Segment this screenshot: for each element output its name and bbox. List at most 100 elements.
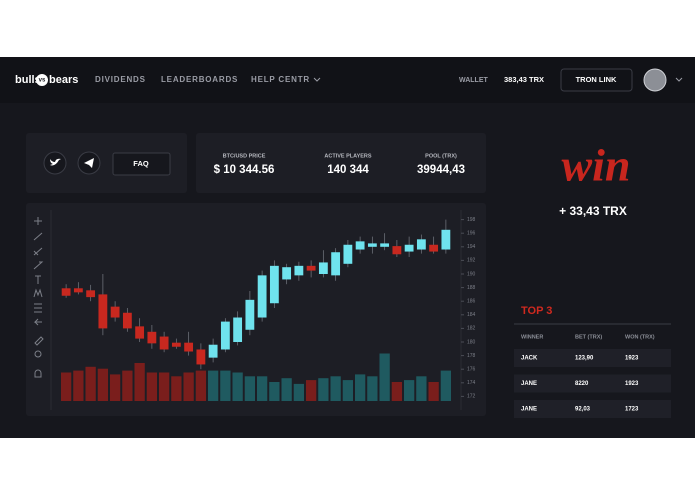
y-tick-label: 172 (467, 394, 476, 400)
y-tick-label: 184 (467, 312, 476, 318)
y-tick-label: 192 (467, 258, 476, 264)
chart-panel (26, 203, 486, 416)
tool-icon[interactable] (33, 288, 43, 298)
toolbar (33, 217, 44, 378)
candle-body (220, 321, 230, 350)
stat-value: 140 344 (327, 164, 369, 176)
volume-bar (367, 376, 378, 401)
nav-link[interactable]: LEADERBOARDS (161, 75, 238, 84)
volume-bar (440, 370, 452, 401)
candle-body (404, 244, 414, 252)
candle-body (233, 317, 243, 342)
faq-button[interactable] (112, 152, 171, 176)
table-row (514, 374, 671, 393)
tool-icon[interactable] (35, 275, 41, 284)
y-tick-label: 196 (467, 231, 476, 237)
table-cell: 1923 (625, 356, 639, 362)
tool-icon[interactable] (34, 350, 42, 358)
candle-body (343, 244, 353, 264)
avatar[interactable] (643, 68, 667, 92)
wallet-value: 383,43 TRX (504, 75, 544, 84)
candle-body (392, 246, 402, 255)
volume-bar (158, 372, 170, 401)
stat-label: BTC/USD PRICE (223, 153, 266, 159)
volume-bar (281, 378, 292, 401)
tron-link-button[interactable] (560, 68, 633, 92)
y-tick-label: 176 (467, 367, 476, 373)
volume-bar (220, 370, 231, 401)
candle-body (257, 275, 267, 318)
chevron (313, 77, 321, 82)
y-tick-label: 180 (467, 339, 476, 345)
logo-part[interactable]: bulls (15, 74, 41, 86)
candle-body (208, 344, 218, 358)
volume-bar (207, 370, 219, 401)
table-cell: JANE (521, 381, 537, 387)
candle-body (441, 229, 451, 250)
candle-body (184, 342, 194, 352)
table-cell: 1723 (625, 407, 639, 413)
volume-bar (122, 370, 133, 401)
volume-bar (354, 374, 366, 401)
volume-bar (134, 363, 145, 401)
candle-body (86, 290, 96, 298)
tool-icon[interactable] (33, 247, 43, 256)
table-cell: 1923 (625, 381, 639, 387)
stat-value: 39944,43 (417, 164, 465, 176)
nav-link[interactable]: DIVIDENDS (95, 75, 146, 84)
candle-body (159, 336, 169, 350)
win-amount: + 33,43 TRX (559, 204, 627, 218)
tool-icon[interactable] (33, 232, 43, 241)
table-cell: JANE (521, 407, 537, 413)
tool-icon[interactable] (34, 217, 42, 225)
top3-title: TOP 3 (521, 305, 552, 317)
wallet-label: WALLET (459, 77, 488, 84)
logo-circle (36, 74, 48, 86)
table-header: WINNER (521, 334, 543, 340)
win-title: win (561, 140, 630, 191)
volume-bar (428, 382, 439, 401)
y-tick-label: 178 (467, 353, 476, 359)
candle-body (147, 331, 157, 344)
candle-body (282, 267, 292, 280)
candle-body (331, 252, 341, 276)
y-tick-label: 186 (467, 299, 476, 305)
nav-link[interactable]: HELP CENTR (251, 75, 310, 84)
volume-bar (60, 372, 72, 401)
volume-bar (97, 368, 109, 401)
table-cell: 8220 (575, 381, 589, 387)
stat-value: $ 10 344.56 (214, 164, 275, 176)
y-tick-label: 198 (467, 217, 476, 223)
candle-body (196, 349, 206, 365)
volume-bar (109, 374, 121, 401)
logo-part[interactable]: bears (49, 74, 78, 86)
candle-body (73, 288, 83, 293)
y-tick-label: 190 (467, 271, 476, 277)
tool-icon[interactable] (33, 318, 42, 326)
candle-body (110, 306, 120, 318)
volume-bar (391, 382, 403, 401)
chevron[interactable] (675, 77, 683, 82)
tool-icon[interactable] (34, 369, 42, 378)
volume-bar (342, 380, 354, 401)
table-row (514, 349, 671, 367)
logo-part[interactable]: vs (39, 78, 46, 84)
faq-label[interactable]: FAQ (133, 159, 149, 168)
button-label[interactable]: TRON LINK (576, 75, 617, 84)
candle-body (355, 241, 365, 250)
volume-bar (195, 370, 207, 401)
y-tick-label: 194 (467, 244, 476, 250)
tool-icon[interactable] (34, 336, 44, 346)
volume-bar (146, 372, 158, 401)
candle-body (98, 294, 108, 329)
candle-body (122, 312, 132, 329)
twitter-icon (50, 158, 61, 166)
stat-label: ACTIVE PLAYERS (324, 153, 372, 159)
tool-icon[interactable] (34, 303, 42, 313)
volume-bar (256, 376, 268, 401)
tool-icon[interactable] (33, 261, 44, 270)
candle-body (416, 239, 426, 250)
table-cell: 123,90 (575, 356, 594, 362)
telegram-icon (84, 158, 94, 168)
